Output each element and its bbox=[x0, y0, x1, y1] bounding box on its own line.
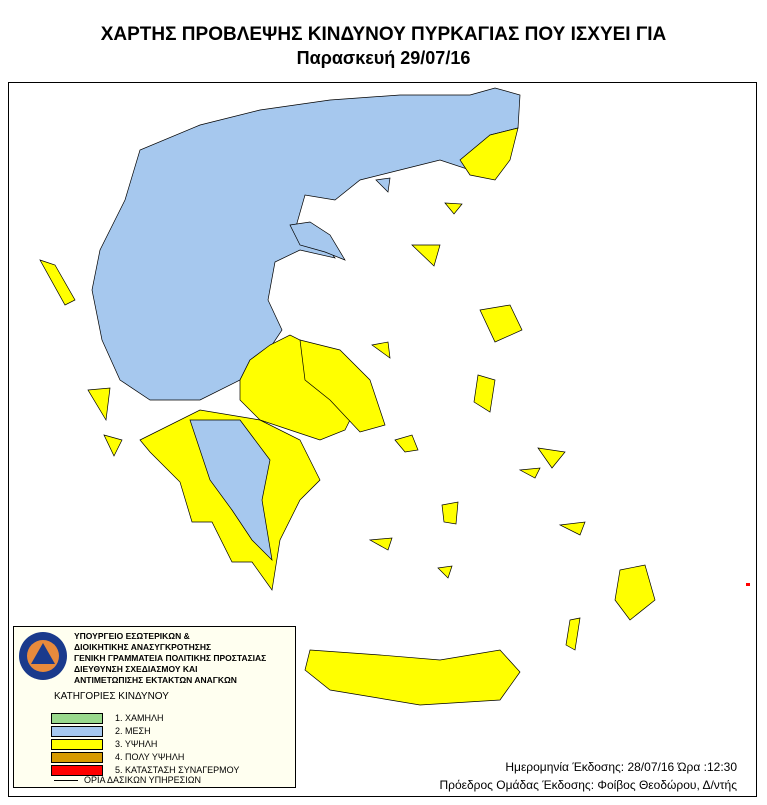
legend-label: 4. ΠΟΛΥ ΥΨΗΛΗ bbox=[115, 752, 185, 762]
alert-marker bbox=[746, 583, 750, 586]
swatch-alert bbox=[51, 764, 103, 776]
map-title: ΧΑΡΤΗΣ ΠΡΟΒΛΕΨΗΣ ΚΙΝΔΥΝΟΥ ΠΥΡΚΑΓΙΑΣ ΠΟΥ … bbox=[100, 24, 667, 45]
island-samos bbox=[537, 447, 566, 469]
issuing-chair: Πρόεδρος Ομάδας Έκδοσης: Φοίβος Θεοδώρου… bbox=[439, 778, 737, 792]
island-santorini bbox=[437, 565, 453, 579]
org-line: ΔΙΟΙΚΗΤΙΚΗΣ ΑΝΑΣΥΓΚΡΟΤΗΣΗΣ bbox=[74, 642, 212, 652]
footer: Ημερομηνία Έκδοσης: 28/07/16 Ώρα :12:30 … bbox=[439, 758, 737, 794]
legend-panel: ΥΠΟΥΡΓΕΙΟ ΕΣΩΤΕΡΙΚΩΝ & ΔΙΟΙΚΗΤΙΚΗΣ ΑΝΑΣΥ… bbox=[13, 626, 296, 788]
boundary-legend: ΟΡΙΑ ΔΑΣΙΚΩΝ ΥΠΗΡΕΣΙΩΝ bbox=[54, 775, 201, 785]
island-lemnos bbox=[411, 244, 441, 267]
island-kefalonia bbox=[87, 387, 111, 422]
legend-item: 1. ΧΑΜΗΛΗ bbox=[51, 712, 164, 724]
island-skyros bbox=[371, 341, 391, 359]
region-peloponnese-blue bbox=[189, 419, 273, 562]
island-samothraki bbox=[444, 202, 463, 215]
island-andros bbox=[394, 434, 419, 453]
legend-item: 4. ΠΟΛΥ ΥΨΗΛΗ bbox=[51, 751, 185, 763]
region-central-yellow bbox=[239, 334, 361, 441]
island-thasos bbox=[375, 177, 391, 193]
island-lesvos bbox=[479, 304, 523, 343]
swatch-medium bbox=[51, 725, 103, 737]
org-line: ΓΕΝΙΚΗ ΓΡΑΜΜΑΤΕΙΑ ΠΟΛΙΤΙΚΗΣ ΠΡΟΣΤΑΣΙΑΣ bbox=[74, 653, 267, 663]
org-line: ΑΝΤΙΜΕΤΩΠΙΣΗΣ ΕΚΤΑΚΤΩΝ ΑΝΑΓΚΩΝ bbox=[74, 675, 237, 685]
island-zakynthos bbox=[103, 434, 123, 457]
legend-label: 3. ΥΨΗΛΗ bbox=[115, 739, 158, 749]
island-kos bbox=[558, 521, 586, 536]
legend-label: 1. ΧΑΜΗΛΗ bbox=[115, 713, 164, 723]
island-naxos bbox=[441, 501, 459, 525]
map-frame bbox=[8, 82, 757, 797]
island-karpathos bbox=[565, 617, 581, 651]
legend-item: 2. ΜΕΣΗ bbox=[51, 725, 151, 737]
swatch-high bbox=[51, 738, 103, 750]
boundary-label: ΟΡΙΑ ΔΑΣΙΚΩΝ ΥΠΗΡΕΣΙΩΝ bbox=[84, 775, 201, 785]
island-rhodes bbox=[614, 564, 656, 621]
org-line: ΥΠΟΥΡΓΕΙΟ ΕΣΩΤΕΡΙΚΩΝ & bbox=[74, 631, 190, 641]
region-evia bbox=[299, 339, 386, 433]
island-crete bbox=[304, 649, 521, 706]
boundary-line-sample bbox=[54, 779, 78, 781]
legend-item: 3. ΥΨΗΛΗ bbox=[51, 738, 158, 750]
island-chios bbox=[473, 374, 496, 413]
legend-label: 5. ΚΑΤΑΣΤΑΣΗ ΣΥΝΑΓΕΡΜΟΥ bbox=[115, 765, 240, 775]
island-milos bbox=[368, 537, 393, 551]
region-chalkidiki bbox=[289, 221, 346, 261]
issue-date: Ημερομηνία Έκδοσης: 28/07/16 Ώρα :12:30 bbox=[505, 760, 737, 774]
civil-protection-logo bbox=[19, 632, 67, 680]
legend-label: 2. ΜΕΣΗ bbox=[115, 726, 151, 736]
org-line: ΔΙΕΥΘΥΝΣΗ ΣΧΕΔΙΑΣΜΟΥ ΚΑΙ bbox=[74, 664, 198, 674]
categories-title: ΚΑΤΗΓΟΡΙΕΣ ΚΙΝΔΥΝΟΥ bbox=[54, 691, 169, 702]
island-ikaria bbox=[518, 467, 541, 479]
swatch-very-high bbox=[51, 751, 103, 763]
swatch-low bbox=[51, 712, 103, 724]
island-corfu bbox=[39, 259, 76, 306]
legend-item: 5. ΚΑΤΑΣΤΑΣΗ ΣΥΝΑΓΕΡΜΟΥ bbox=[51, 764, 240, 776]
organization-name: ΥΠΟΥΡΓΕΙΟ ΕΣΩΤΕΡΙΚΩΝ & ΔΙΟΙΚΗΤΙΚΗΣ ΑΝΑΣΥ… bbox=[74, 631, 266, 686]
map-date: Παρασκευή 29/07/16 bbox=[296, 48, 471, 68]
region-thrace-yellow bbox=[459, 127, 519, 181]
